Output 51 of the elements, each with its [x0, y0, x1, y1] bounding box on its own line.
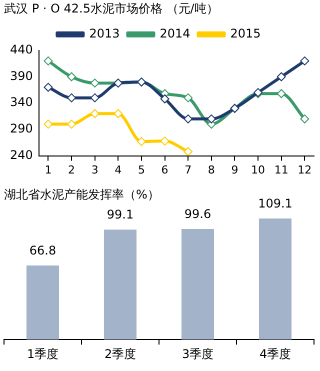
x-tick-label: 12 [298, 163, 312, 176]
point [44, 120, 53, 129]
x-tick-label: 1季度 [26, 346, 59, 361]
y-tick-label: 340 [10, 95, 33, 110]
x-tick-label: 5 [138, 163, 145, 176]
x-tick-label: 3季度 [182, 346, 214, 361]
legend-label: 2015 [230, 26, 261, 41]
data-label: 99.6 [184, 207, 212, 222]
chart-title: 武汉 P · O 42.5水泥市场价格 （元/吨） [4, 1, 218, 16]
bar [26, 265, 60, 340]
x-tick-label: 7 [184, 163, 192, 176]
y-tick-label: 440 [10, 42, 33, 57]
point [90, 109, 100, 118]
point [276, 72, 286, 82]
x-tick-label: 9 [231, 163, 238, 176]
point [67, 120, 76, 129]
x-tick-label: 2季度 [104, 346, 136, 361]
point [136, 137, 146, 146]
bar [258, 218, 292, 340]
x-tick-label: 4季度 [259, 346, 292, 361]
x-tick-label: 1 [44, 163, 52, 176]
data-label: 109.1 [258, 196, 292, 211]
point [184, 93, 193, 102]
x-tick-label: 8 [208, 163, 215, 176]
data-label: 99.1 [106, 208, 134, 222]
x-tick-label: 2 [68, 163, 76, 176]
point [44, 56, 53, 66]
x-tick-label: 11 [274, 163, 288, 176]
x-tick-label: 6 [161, 163, 168, 176]
legend-label: 2014 [160, 26, 190, 41]
legend-label: 2013 [89, 26, 120, 41]
x-tick-label: 4 [114, 163, 122, 176]
point [160, 94, 170, 104]
point [300, 114, 310, 124]
y-tick-label: 390 [10, 68, 33, 83]
point [90, 78, 100, 88]
point [160, 136, 170, 146]
y-tick-label: 240 [10, 148, 33, 162]
chart-title: 湖北省水泥产能发挥率（%） [4, 187, 160, 202]
point [276, 89, 286, 98]
bar [181, 229, 214, 340]
point [44, 82, 53, 92]
x-tick-label: 10 [251, 163, 266, 176]
point [67, 72, 76, 82]
point [114, 109, 123, 118]
y-tick-label: 290 [10, 122, 33, 136]
bar [104, 230, 137, 340]
point [184, 147, 193, 156]
x-tick-label: 3 [91, 163, 98, 176]
point [300, 56, 310, 66]
data-label: 66.8 [29, 244, 56, 258]
